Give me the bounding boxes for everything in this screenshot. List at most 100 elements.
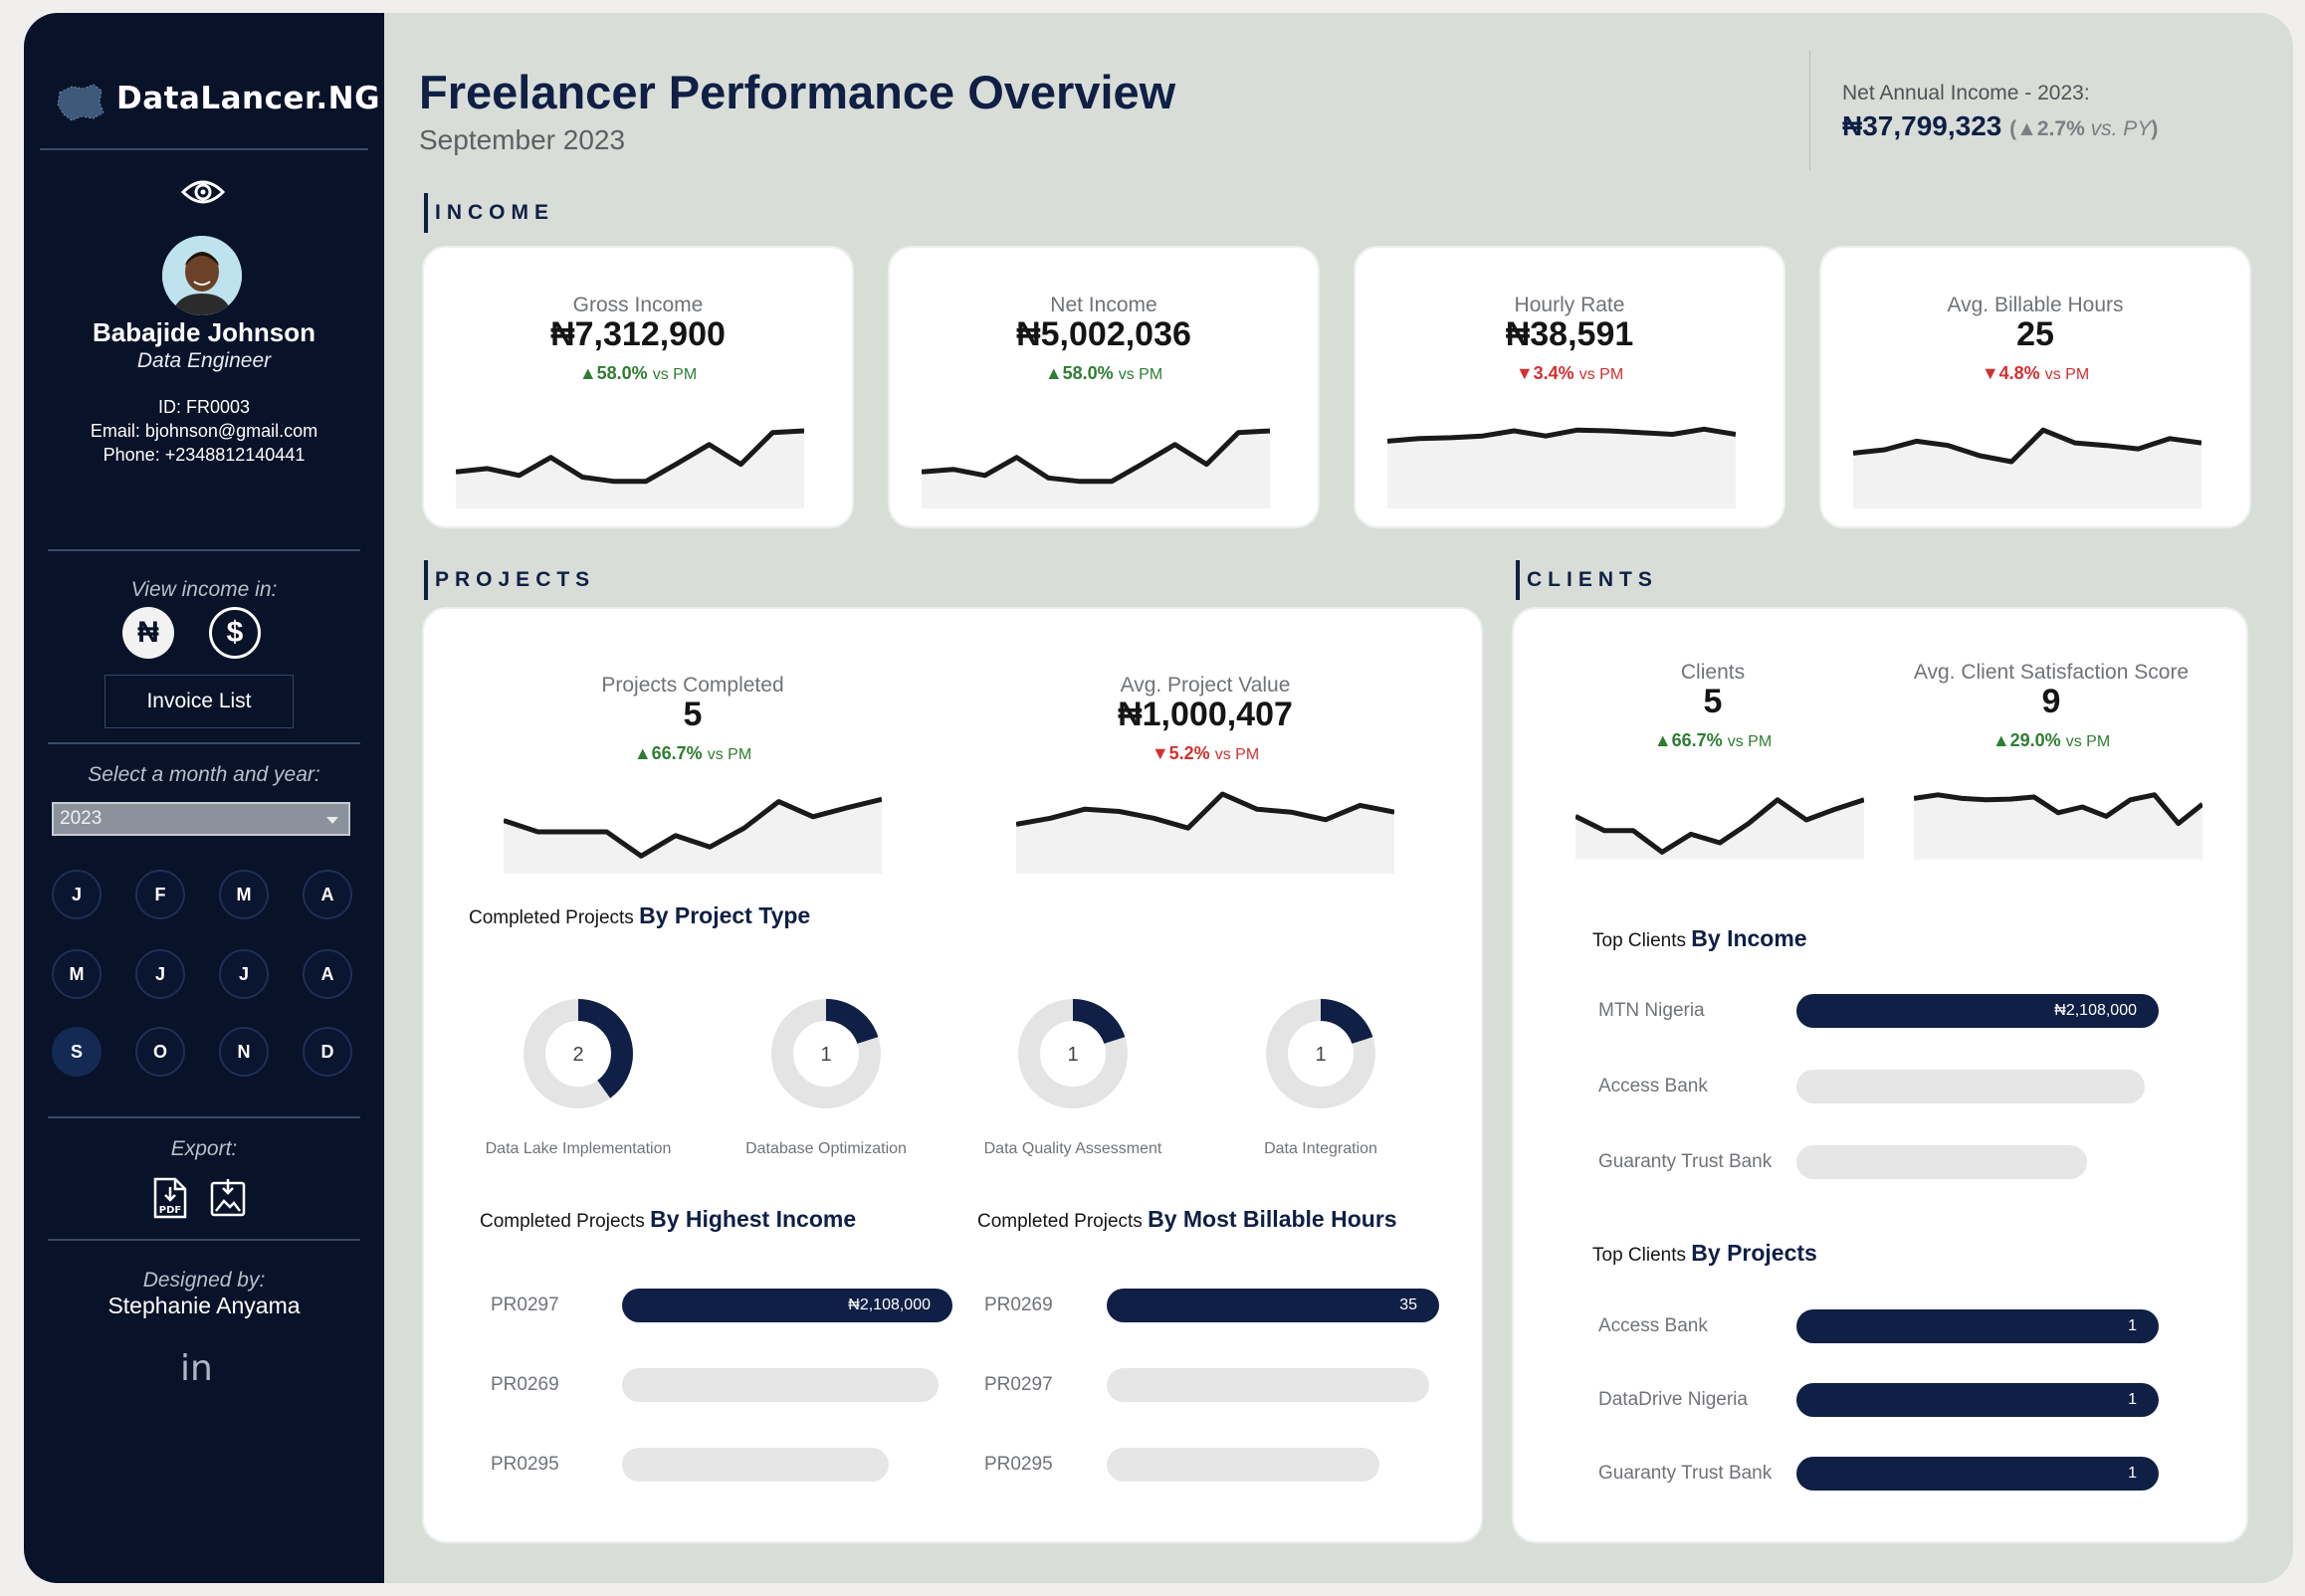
avatar [162, 236, 242, 315]
sparkline-area [456, 431, 804, 508]
net-annual-change-close: ) [2151, 117, 2159, 140]
billable-hours-title-bold: By Most Billable Hours [1148, 1206, 1397, 1232]
net-annual-label: Net Annual Income - 2023: [1842, 82, 2090, 104]
bar-fill: 1 [1796, 1309, 2159, 1343]
kpi-value: 5 [683, 696, 703, 733]
month-button[interactable]: J [219, 949, 269, 999]
kpi-change-pct: ▲58.0% [578, 363, 648, 383]
kpi-value: 9 [2041, 683, 2061, 720]
sparkline-area [1914, 794, 2202, 860]
income-section-heading: INCOME [424, 193, 554, 233]
naira-currency-button[interactable]: ₦ [122, 607, 174, 659]
kpi-label: Projects Completed [601, 674, 784, 697]
image-export-icon[interactable] [209, 1177, 247, 1219]
bar-label: PR0297 [491, 1295, 559, 1315]
highest-income-title-prefix: Completed Projects [480, 1211, 645, 1232]
bar-label: MTN Nigeria [1598, 1000, 1705, 1021]
month-button[interactable]: J [135, 949, 185, 999]
kpi-change-pct: ▼5.2% [1151, 743, 1210, 763]
sparkline-chart [1853, 427, 2201, 508]
bar-label: PR0269 [984, 1295, 1053, 1315]
kpi-label: Gross Income [572, 294, 704, 316]
export-label: Export: [170, 1137, 238, 1160]
kpi-change-vs: vs PM [1118, 366, 1163, 383]
dollar-currency-button[interactable]: $ [209, 607, 261, 659]
profile-email: Email: bjohnson@gmail.com [90, 421, 318, 441]
donut-label: Data Integration [1264, 1140, 1377, 1157]
bar-fill: 1 [1796, 1457, 2159, 1491]
month-button[interactable]: J [52, 870, 102, 919]
kpi-label: Clients [1680, 661, 1746, 684]
bar-fill: 35 [1107, 1289, 1439, 1322]
kpi-change-vs: vs PM [1214, 746, 1260, 763]
bar-value: 1 [2128, 1317, 2137, 1334]
eye-icon[interactable] [180, 176, 226, 208]
kpi-block: Projects Completed 5 ▲66.7% vs PM [454, 609, 932, 878]
top-clients-income-title: Top Clients By Income [1592, 925, 1807, 952]
bar-label: DataDrive Nigeria [1598, 1389, 1748, 1410]
kpi-block: Net Income ₦5,002,036 ▲58.0% vs PM [890, 248, 1318, 526]
invoice-list-button[interactable]: Invoice List [105, 675, 294, 728]
kpi-change: ▼4.8% vs PM [1821, 363, 2249, 384]
income-kpi-card: Avg. Billable Hours 25 ▼4.8% vs PM [1819, 246, 2251, 528]
month-button[interactable]: M [52, 949, 102, 999]
bar-track [622, 1368, 939, 1402]
net-annual-change: (▲2.7% vs. PY) [2009, 117, 2158, 140]
net-annual-amount: ₦37,799,323 [1842, 110, 2002, 141]
month-button[interactable]: F [135, 870, 185, 919]
kpi-change-vs: vs PM [1578, 366, 1624, 383]
month-button[interactable]: D [303, 1027, 352, 1077]
donut-segment [524, 999, 633, 1108]
profile-id: ID: FR0003 [157, 397, 251, 417]
month-button[interactable]: M [219, 870, 269, 919]
sparkline-line [1016, 791, 1394, 831]
kpi-change-pct: ▲29.0% [1991, 730, 2061, 750]
donut-segment [771, 999, 881, 1108]
kpi-change-vs: vs PM [2044, 366, 2090, 383]
linkedin-icon[interactable]: in [180, 1348, 213, 1389]
highest-income-title-bold: By Highest Income [650, 1206, 857, 1232]
divider [48, 549, 360, 551]
highest-income-title: Completed Projects By Highest Income [480, 1206, 856, 1233]
logo-text: DataLancer.NG [116, 81, 381, 116]
page-subtitle: September 2023 [419, 124, 626, 155]
dashboard-frame: DataLancer.NG Babajide Johnson Data Engi… [24, 13, 2293, 1583]
kpi-change: ▲29.0% vs PM [1882, 730, 2220, 751]
page-title: Freelancer Performance Overview [419, 66, 1176, 118]
divider [1809, 51, 1810, 170]
select-month-label: Select a month and year: [88, 763, 320, 786]
year-select-value: 2023 [60, 808, 103, 829]
bar-label: Guaranty Trust Bank [1598, 1463, 1773, 1484]
kpi-label: Net Income [1050, 294, 1157, 316]
sparkline-line [922, 428, 1270, 485]
month-button[interactable]: N [219, 1027, 269, 1077]
sparkline-area [1016, 794, 1394, 874]
top-clients-income-title-prefix: Top Clients [1592, 930, 1686, 951]
month-button[interactable]: O [135, 1027, 185, 1077]
kpi-change-pct: ▲66.7% [633, 743, 703, 763]
month-button[interactable]: A [303, 949, 352, 999]
year-select[interactable]: 2023 [52, 802, 350, 836]
billable-hours-title: Completed Projects By Most Billable Hour… [977, 1206, 1397, 1233]
pdf-export-icon[interactable]: PDF [151, 1177, 189, 1219]
month-button[interactable]: A [303, 870, 352, 919]
month-button[interactable]: S [52, 1027, 102, 1077]
designed-by-label: Designed by: [142, 1269, 266, 1292]
svg-text:PDF: PDF [159, 1205, 181, 1216]
kpi-change: ▼5.2% vs PM [966, 743, 1444, 764]
designer-name: Stephanie Anyama [107, 1293, 301, 1318]
bar-label: PR0295 [984, 1454, 1053, 1475]
sparkline-line [1853, 427, 2201, 465]
income-kpi-card: Hourly Rate ₦38,591 ▼3.4% vs PM [1354, 246, 1785, 528]
net-annual-value: ₦37,799,323 (▲2.7% vs. PY) [1842, 110, 2158, 142]
income-kpi-card: Net Income ₦5,002,036 ▲58.0% vs PM [888, 246, 1320, 528]
profile-name: Babajide Johnson [93, 317, 315, 347]
kpi-value: ₦1,000,407 [1118, 696, 1293, 733]
kpi-change-pct: ▼3.4% [1515, 363, 1574, 383]
kpi-label: Avg. Client Satisfaction Score [1913, 661, 2190, 684]
donut-label: Data Quality Assessment [983, 1140, 1162, 1157]
donut-count: 1 [1315, 1044, 1326, 1066]
bar-value: 1 [2128, 1391, 2137, 1408]
income-kpi-card: Gross Income ₦7,312,900 ▲58.0% vs PM [422, 246, 854, 528]
project-type-title-bold: By Project Type [639, 902, 811, 928]
